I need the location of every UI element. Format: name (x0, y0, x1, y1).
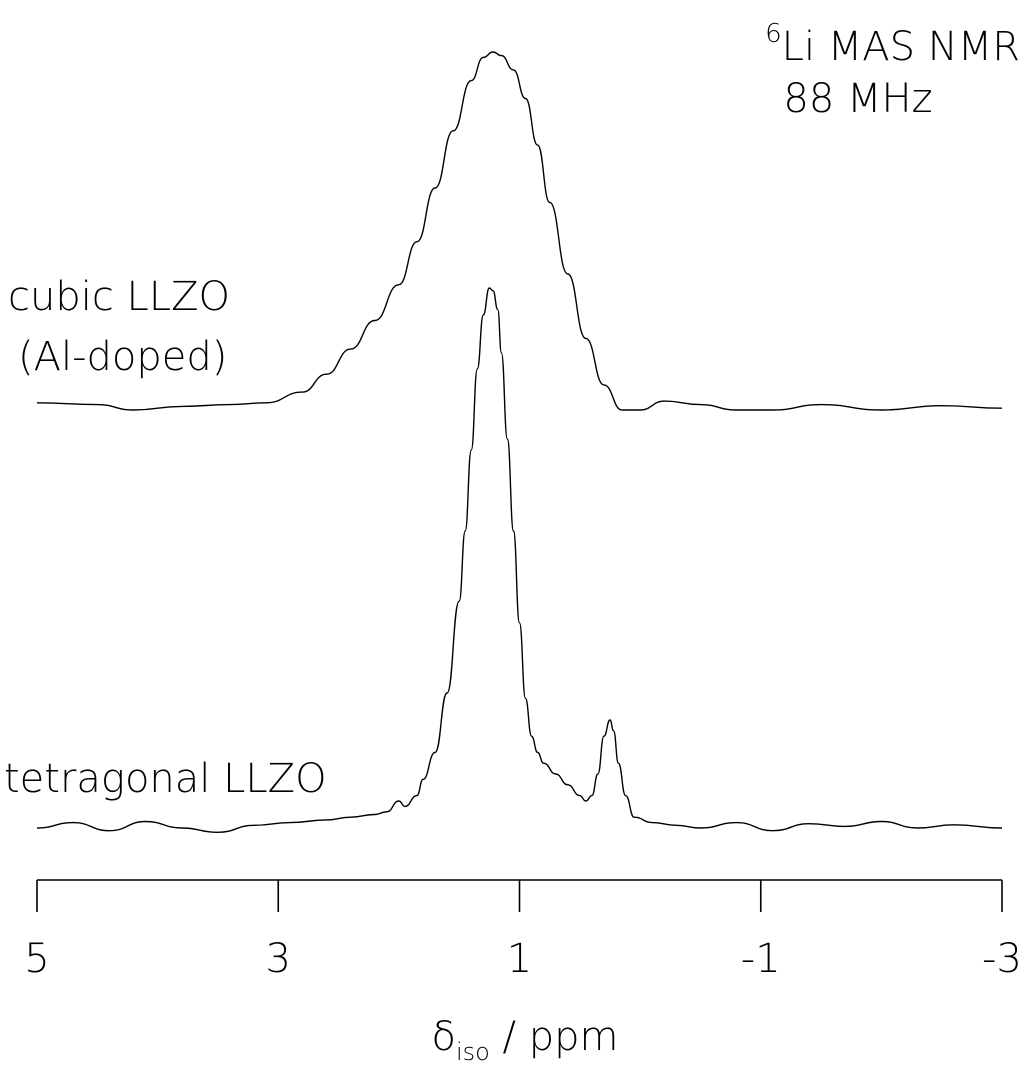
x-tick-label-0: 5 (24, 936, 49, 982)
x-axis-label: δiso / ppm (432, 1014, 619, 1066)
nucleus-label: Li MAS NMR (782, 24, 1020, 70)
series-label-cubic: cubic LLZO (8, 274, 230, 320)
series-label-tetragonal: tetragonal LLZO (4, 756, 327, 802)
x-axis-label-unit: / ppm (490, 1014, 619, 1060)
frequency-label: 88 MHz (783, 76, 932, 122)
x-tick-label-4: -3 (982, 936, 1022, 982)
x-axis-ticks: 5 3 1 -1 -3 (24, 880, 1022, 982)
x-axis-label-subscript: iso (456, 1038, 490, 1066)
x-tick-label-1: 3 (266, 936, 291, 982)
x-tick-label-2: 1 (507, 936, 532, 982)
series-label-cubic-line2: (Al-doped) (18, 334, 227, 380)
nucleus-annotation: 6Li MAS NMR (765, 19, 1020, 70)
nucleus-mass-number: 6 (765, 19, 782, 49)
series-line-tetragonal-llzo (36, 287, 1003, 833)
x-axis-label-symbol: δ (432, 1014, 456, 1060)
x-tick-label-3: -1 (741, 936, 781, 982)
series-line-cubic-llzo (36, 51, 1003, 411)
